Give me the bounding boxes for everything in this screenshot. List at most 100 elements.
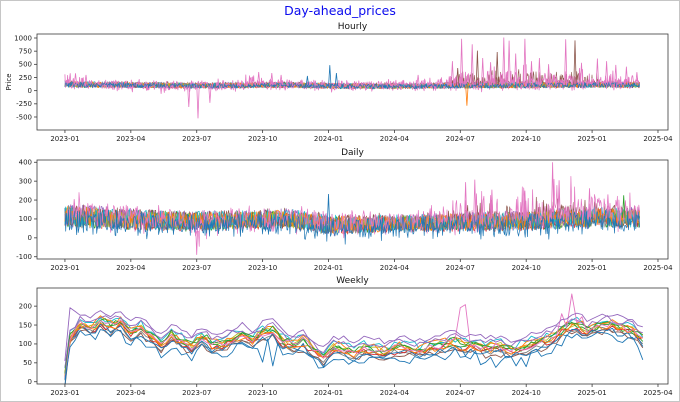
spike-line	[595, 58, 599, 85]
series-line	[64, 307, 643, 361]
spike-line	[481, 57, 485, 86]
series-line	[64, 325, 644, 384]
y-tick-label: -100	[16, 253, 32, 261]
x-tick-label: 2023-07	[182, 264, 211, 272]
x-tick-label: 2023-10	[248, 135, 277, 143]
series-line	[64, 316, 644, 369]
spike-line	[456, 67, 460, 86]
spike-line	[465, 85, 469, 106]
y-tick-label: 200	[19, 196, 32, 204]
x-tick-label: 2024-07	[446, 135, 475, 143]
spike-line	[257, 71, 261, 86]
spike-line	[557, 180, 561, 220]
x-tick-label: 2023-01	[50, 264, 79, 272]
y-tick-label: 750	[19, 47, 32, 55]
series-line	[64, 320, 643, 376]
series-line	[64, 81, 640, 90]
series-line	[64, 205, 640, 234]
x-tick-label: 2023-07	[182, 389, 211, 397]
x-tick-label: 2024-07	[446, 389, 475, 397]
y-tick-label: 200	[19, 302, 32, 310]
x-tick-label: 2025-04	[643, 264, 673, 272]
spike-line	[416, 74, 420, 87]
spike-line	[507, 40, 511, 86]
y-tick-label: 50	[23, 359, 32, 367]
x-tick-label: 2023-10	[248, 264, 277, 272]
spike-line	[72, 199, 76, 218]
spike-line	[334, 72, 338, 87]
y-tick-label: 250	[19, 74, 32, 82]
x-tick-label: 2023-01	[50, 389, 79, 397]
series-line	[64, 207, 640, 245]
series-line	[64, 322, 644, 381]
y-tick-label: -500	[16, 113, 32, 121]
spike-line	[328, 65, 332, 86]
series-line	[64, 293, 644, 379]
spike-line	[84, 74, 88, 85]
x-tick-label: 2025-01	[577, 264, 606, 272]
x-tick-label: 2024-10	[512, 389, 541, 397]
figure-title: Day-ahead_prices	[284, 3, 396, 18]
spike-line	[470, 44, 474, 86]
x-tick-label: 2025-01	[577, 135, 606, 143]
spike-line	[564, 39, 568, 85]
series-line	[64, 176, 640, 247]
spike-line	[187, 85, 191, 108]
axes-weekly: 0 50 100 150 200 2023-01 2023-04 2023-07 2023-10…	[19, 276, 674, 397]
spike-line	[624, 66, 628, 85]
x-tick-label: 2023-10	[248, 389, 277, 397]
x-tick-label: 2025-01	[577, 389, 606, 397]
spike-line	[490, 189, 494, 222]
axes-hourly: -500 -250 0 250 500 750 1000 2023-01 2023-04 2023…	[5, 22, 673, 143]
spike-line	[587, 188, 592, 218]
x-tick-label: 2024-04	[380, 389, 410, 397]
spike-line	[450, 61, 454, 86]
spike-line	[73, 73, 78, 85]
x-tick-label: 2023-04	[116, 389, 146, 397]
y-tick-label: 0	[28, 87, 32, 95]
x-tick-label: 2024-10	[512, 264, 541, 272]
x-tick-label: 2025-04	[643, 135, 673, 143]
spike-line	[502, 37, 506, 86]
spike-line	[208, 85, 212, 103]
series-line	[64, 315, 644, 373]
x-tick-label: 2024-01	[314, 135, 343, 143]
panel-weekly	[64, 293, 644, 384]
spike-line	[605, 61, 609, 85]
y-tick-label: 150	[19, 321, 32, 329]
spike-line	[547, 64, 551, 86]
x-tick-label: 2023-04	[116, 264, 146, 272]
spike-line	[529, 61, 534, 86]
spike-line	[305, 75, 309, 86]
panel-title-hourly: Hourly	[338, 22, 368, 32]
axes-daily: -100 0 100 200 300 400 2023-01 2023-04 2023-07 20…	[16, 148, 673, 272]
x-tick-label: 2024-10	[512, 135, 541, 143]
panel-title-weekly: Weekly	[336, 276, 369, 286]
y-tick-label: 500	[19, 61, 32, 69]
spike-line	[495, 51, 499, 86]
spike-line	[537, 57, 541, 86]
series-line	[64, 315, 643, 368]
y-tick-label: 400	[19, 159, 32, 167]
spike-line	[489, 62, 493, 86]
spike-line	[475, 50, 479, 86]
y-tick-label: -250	[16, 100, 32, 108]
y-axis-label: Price	[5, 73, 13, 90]
spike-line	[196, 85, 200, 119]
y-tick-label: 0	[28, 234, 32, 242]
spike-line	[622, 195, 626, 218]
spike-line	[460, 38, 464, 86]
spike-line	[573, 40, 577, 85]
spike-line	[279, 74, 283, 86]
x-tick-label: 2024-04	[380, 135, 410, 143]
x-tick-label: 2023-01	[50, 135, 79, 143]
y-tick-label: 100	[19, 340, 32, 348]
y-tick-label: 1000	[14, 34, 32, 42]
spike-line	[635, 72, 639, 85]
panel-daily	[64, 162, 640, 255]
panel-title-daily: Daily	[341, 148, 364, 158]
x-tick-label: 2023-07	[182, 135, 211, 143]
spike-line	[326, 193, 331, 225]
